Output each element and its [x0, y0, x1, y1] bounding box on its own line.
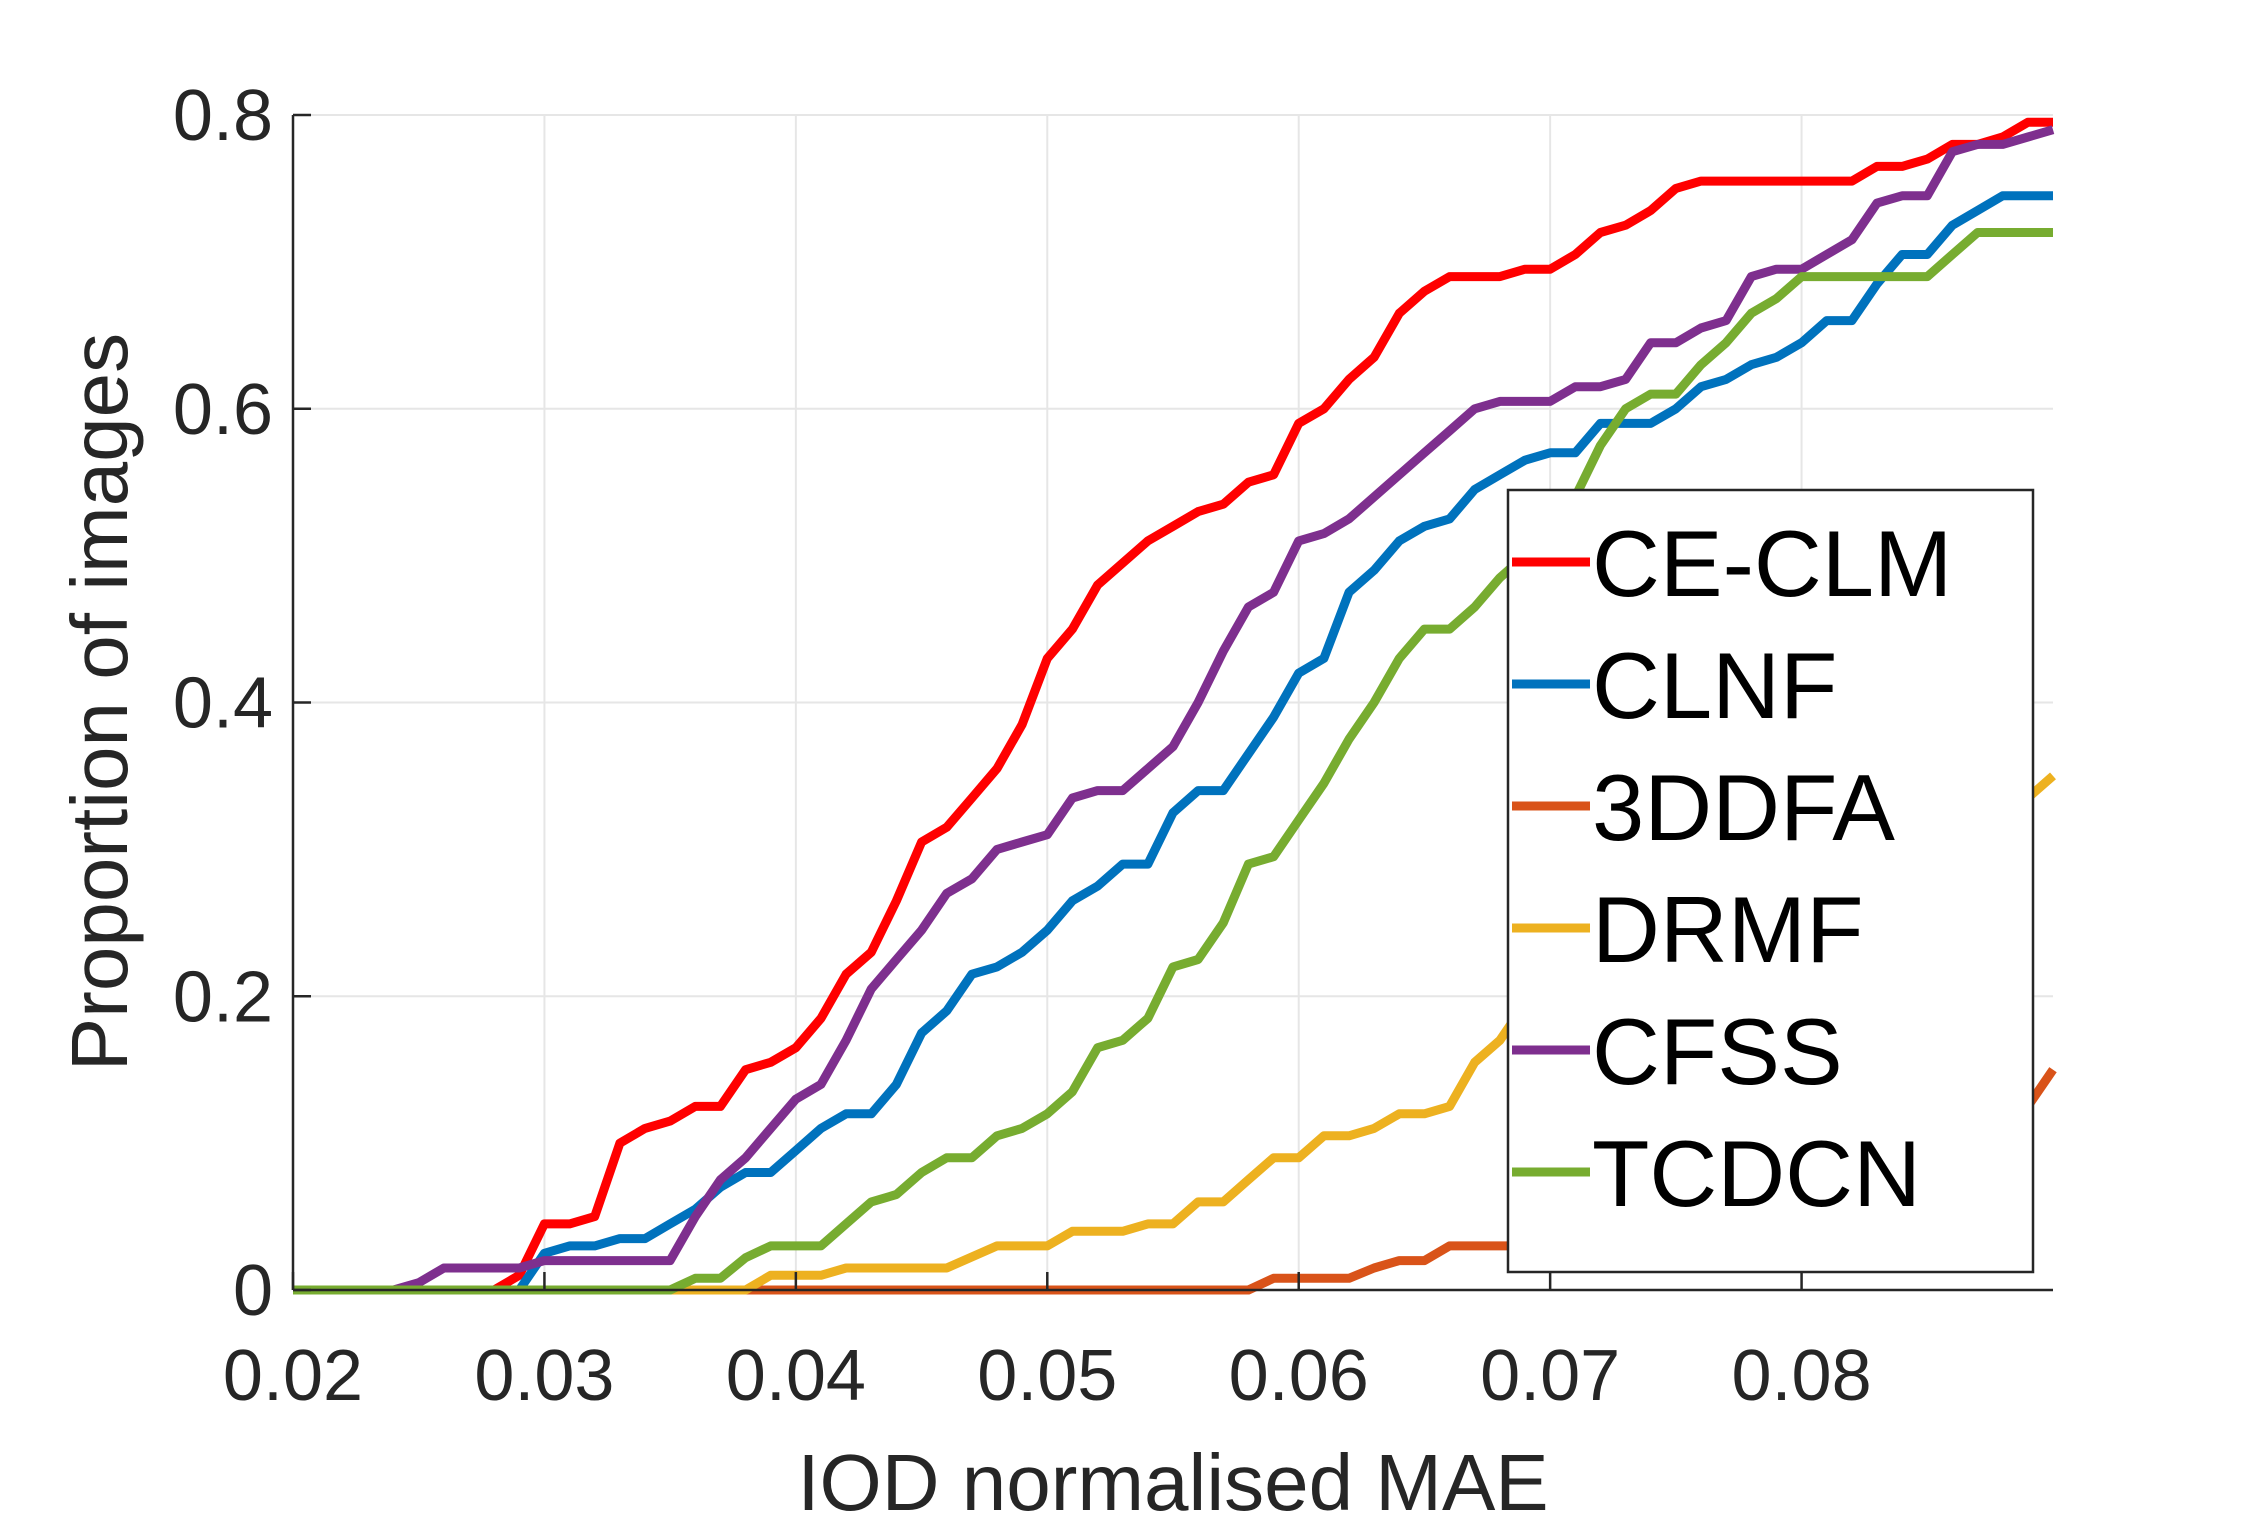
y-tick-label: 0.4: [173, 664, 273, 744]
axes: [291, 113, 2053, 1292]
series-line-tcdcn: [293, 228, 2053, 1295]
x-tick-label: 0.07: [1480, 1336, 1620, 1416]
legend-box: [1506, 488, 2035, 1274]
y-tick-label: 0: [233, 1251, 273, 1331]
legend: CE-CLM CLNF 3DDFA DRMF CFSS TCDCN: [1506, 488, 2035, 1274]
legend-label: CE-CLM: [1592, 511, 1952, 616]
tick-labels: 0.02 0.03 0.04 0.05 0.06 0.07 0.08 0 0.2 0.4 0.6 0.…: [173, 76, 1872, 1416]
series-line-cfss: [293, 125, 2055, 1295]
x-tick-label: 0.08: [1732, 1336, 1872, 1416]
x-tick-label: 0.02: [223, 1336, 363, 1416]
x-tick-label: 0.05: [977, 1336, 1117, 1416]
x-tick-label: 0.03: [474, 1336, 614, 1416]
x-tick-label: 0.06: [1229, 1336, 1369, 1416]
series-line-clnf: [293, 191, 2053, 1295]
y-tick-label: 0.2: [173, 957, 273, 1037]
series-line-drmf: [293, 772, 2056, 1295]
x-tick-label: 0.04: [726, 1336, 866, 1416]
y-tick-label: 0.6: [173, 370, 273, 450]
legend-label: TCDCN: [1592, 1121, 1921, 1226]
legend-label: DRMF: [1592, 877, 1864, 982]
x-axis-label: IOD normalised MAE: [797, 1438, 1548, 1519]
series-lines: [293, 117, 2057, 1295]
series-line-ce-clm: [293, 117, 2053, 1295]
y-axis-label: Proportion of images: [55, 333, 144, 1071]
legend-label: CFSS: [1592, 999, 1843, 1104]
legend-label: CLNF: [1592, 633, 1837, 738]
legend-label: 3DDFA: [1592, 755, 1895, 860]
y-tick-label: 0.8: [173, 76, 273, 156]
